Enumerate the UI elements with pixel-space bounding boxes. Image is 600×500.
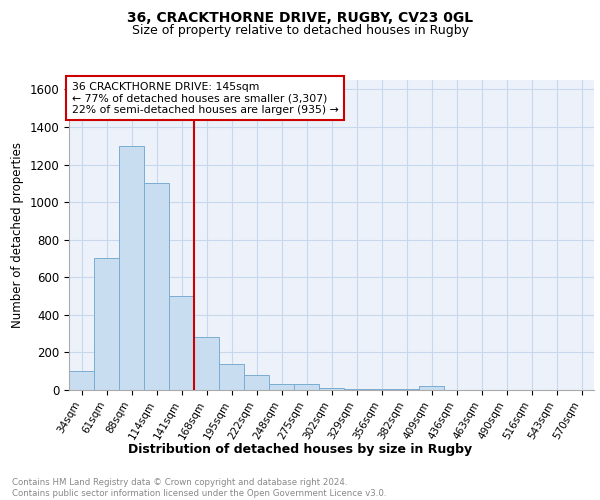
Bar [194,338,219,390]
Bar [319,388,344,390]
Bar [394,389,419,390]
Bar [269,384,294,390]
Bar [169,296,194,390]
Bar [369,389,394,390]
Y-axis label: Number of detached properties: Number of detached properties [11,142,24,328]
Bar [119,146,144,390]
Text: Size of property relative to detached houses in Rugby: Size of property relative to detached ho… [131,24,469,37]
Bar [94,258,119,390]
Bar [344,389,369,390]
Bar [244,375,269,390]
Bar [419,386,444,390]
Text: 36 CRACKTHORNE DRIVE: 145sqm
← 77% of detached houses are smaller (3,307)
22% of: 36 CRACKTHORNE DRIVE: 145sqm ← 77% of de… [71,82,338,115]
Bar [219,364,244,390]
Text: Distribution of detached houses by size in Rugby: Distribution of detached houses by size … [128,442,472,456]
Text: Contains HM Land Registry data © Crown copyright and database right 2024.
Contai: Contains HM Land Registry data © Crown c… [12,478,386,498]
Bar [144,184,169,390]
Text: 36, CRACKTHORNE DRIVE, RUGBY, CV23 0GL: 36, CRACKTHORNE DRIVE, RUGBY, CV23 0GL [127,11,473,25]
Bar [294,384,319,390]
Bar [69,371,94,390]
